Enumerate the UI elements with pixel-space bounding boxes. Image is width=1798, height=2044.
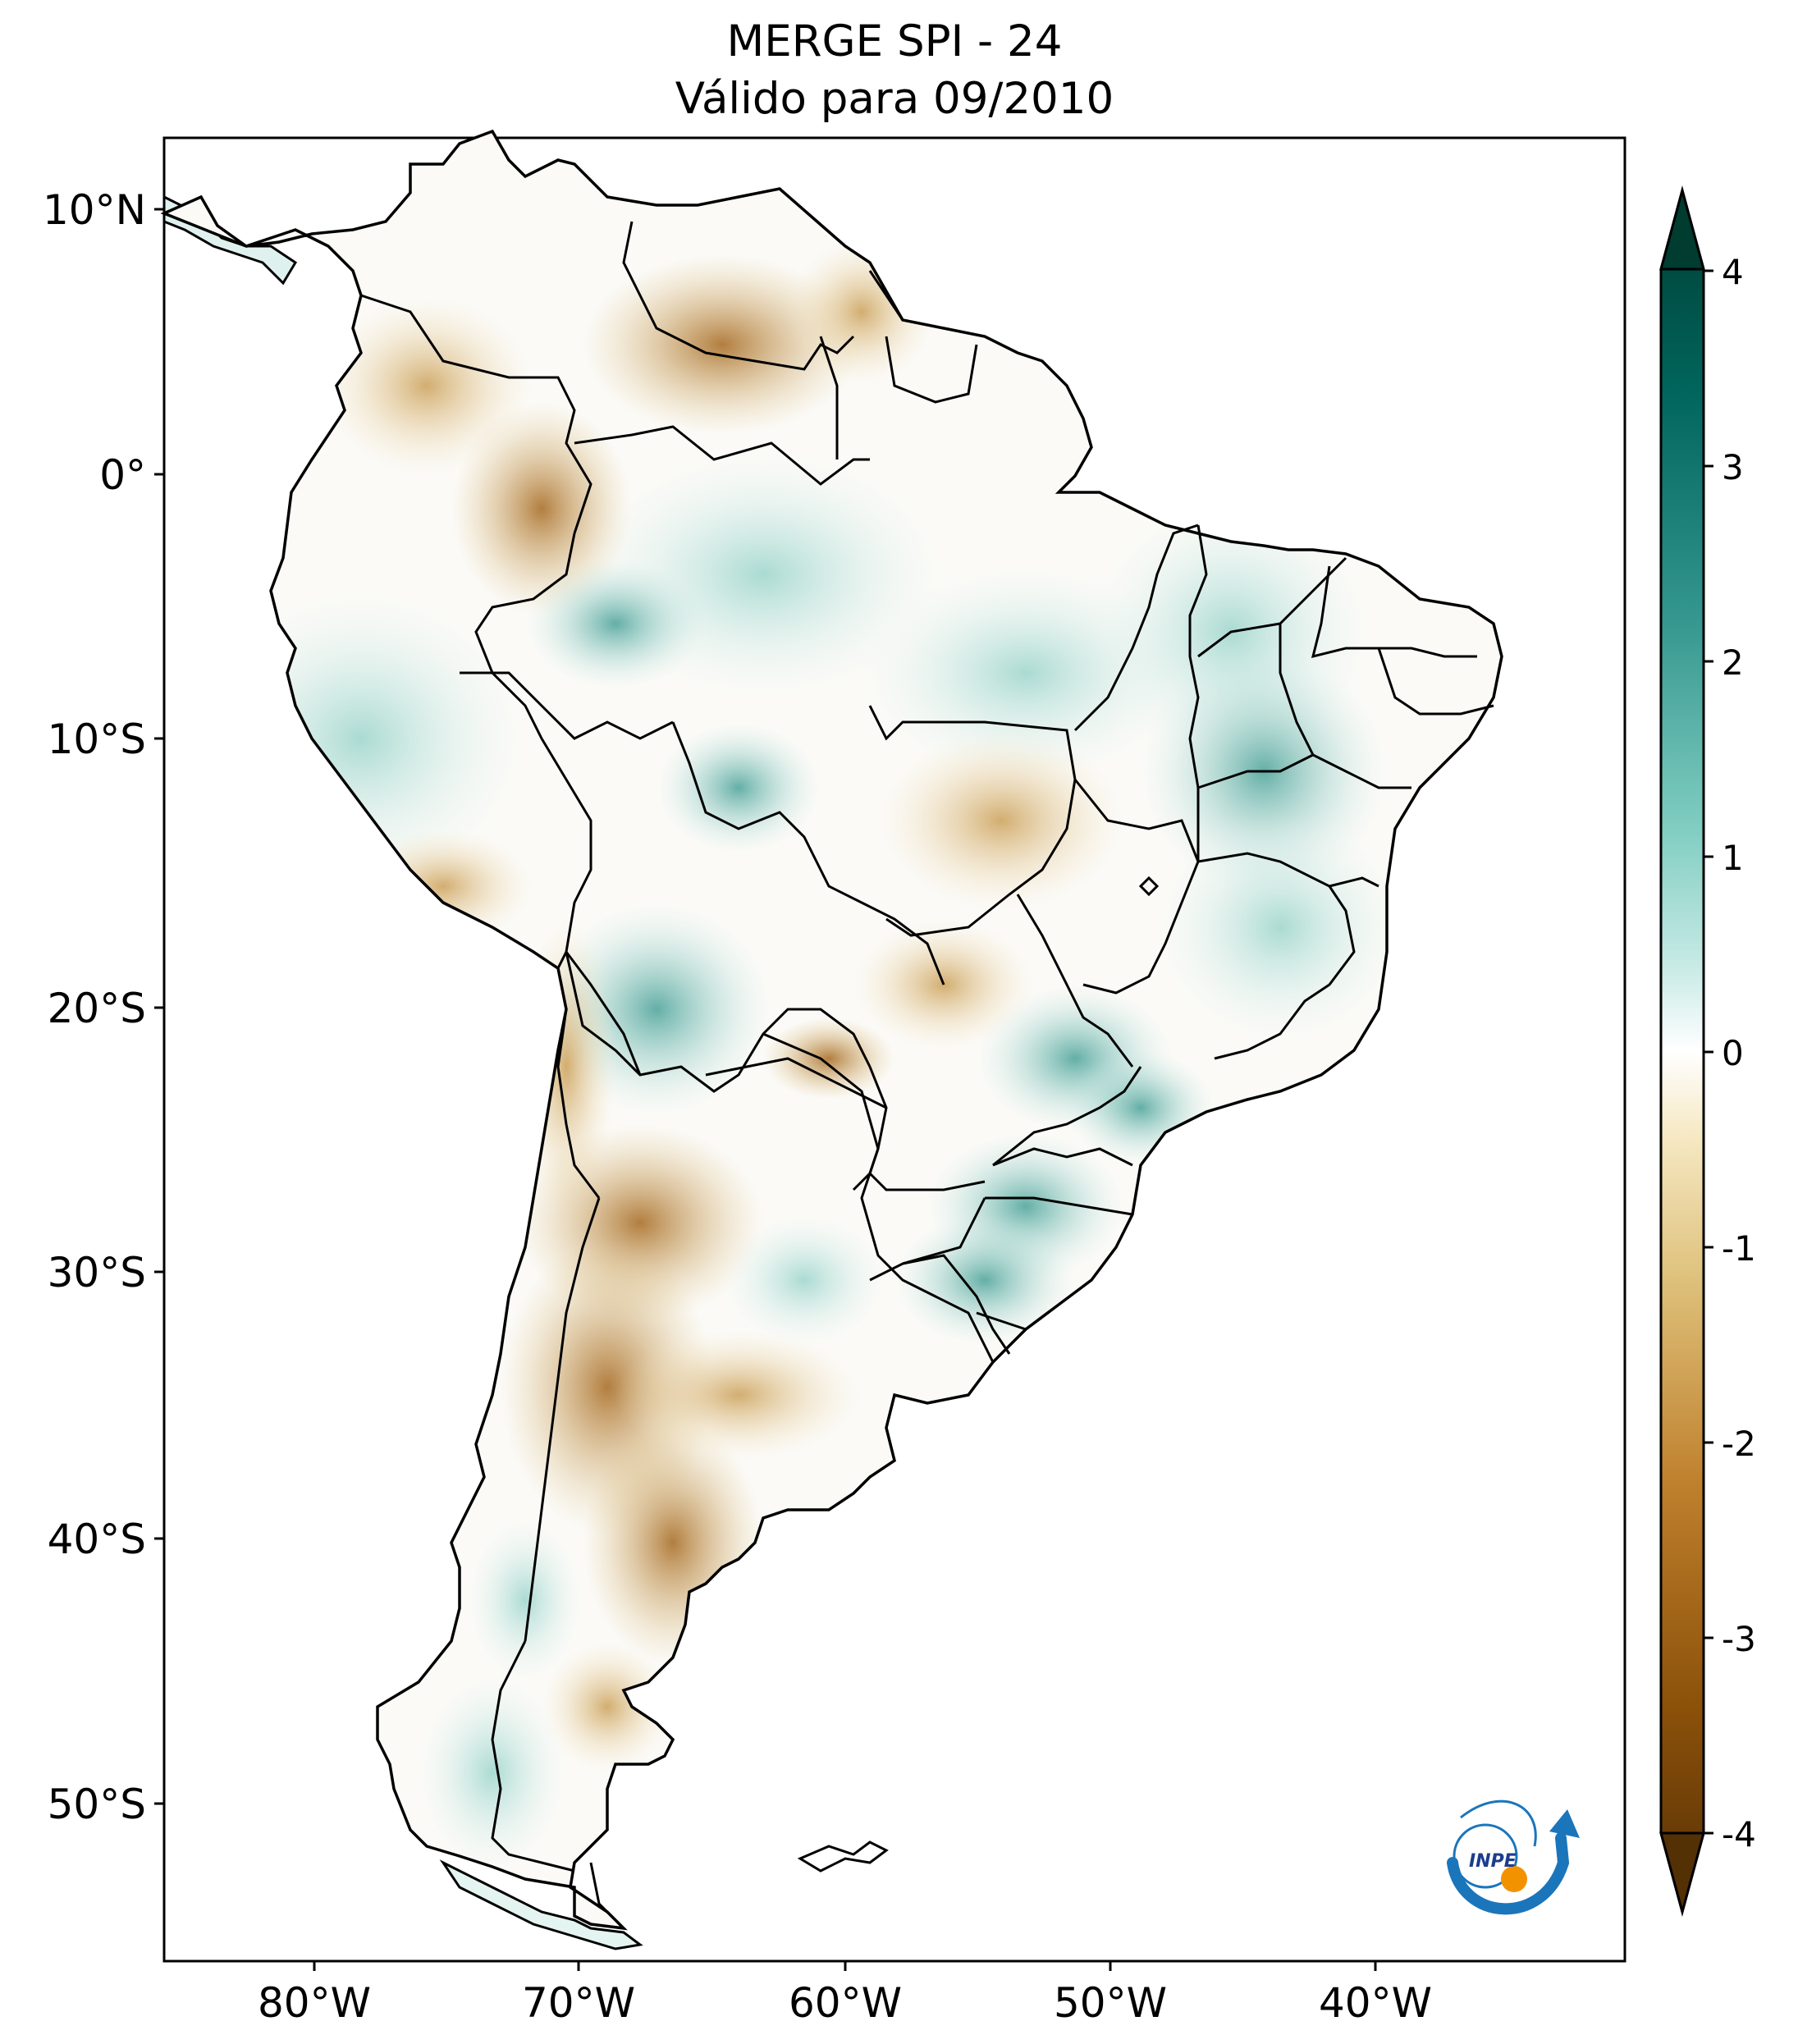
map-subtitle: Válido para 09/2010 [675,74,1114,124]
lat-tick-label: 20°S [48,985,146,1032]
inpe-logo: INPE [1447,1799,1580,1915]
falkland-islands [797,1841,889,1873]
colorbar-tick-label: -2 [1722,1424,1756,1464]
colorbar-tick-label: -1 [1722,1228,1756,1269]
spi-anomaly-field [197,238,1403,1871]
logo-text: INPE [1469,1851,1517,1872]
colorbar-tick-label: 0 [1722,1033,1744,1073]
lon-tick-label: 70°W [522,1979,635,2027]
colorbar: 4 3 2 1 0 -1 -2 -3 -4 [1659,185,1756,1917]
lat-tick-label: 30°S [48,1249,146,1296]
colorbar-tick-label: 3 [1722,447,1744,487]
colorbar-tick-label: 2 [1722,642,1744,683]
lat-tick-label: 10°N [43,186,146,234]
map-title: MERGE SPI - 24 [726,16,1063,66]
lon-tick-label: 50°W [1054,1979,1167,2027]
colorbar-tick-label: -3 [1722,1619,1756,1659]
lon-tick-label: 80°W [258,1979,371,2027]
lon-tick-label: 40°W [1319,1979,1432,2027]
lat-tick-label: 0° [99,451,146,499]
colorbar-tick-label: 4 [1722,252,1744,292]
latitude-axis: 10°N 0° 10°S 20°S 30°S 40°S 50°S [43,186,164,1828]
lat-tick-label: 50°S [48,1781,146,1828]
lat-tick-label: 10°S [48,716,146,763]
longitude-axis: 80°W 70°W 60°W 50°W 40°W [258,1961,1432,2027]
political-borders [360,221,1494,1930]
colorbar-tick-label: 1 [1722,838,1744,878]
colorbar-tick-label: -4 [1722,1814,1756,1854]
lat-tick-label: 40°S [48,1516,146,1563]
tierra-del-fuego [439,1859,643,1950]
lon-tick-label: 60°W [789,1979,902,2027]
